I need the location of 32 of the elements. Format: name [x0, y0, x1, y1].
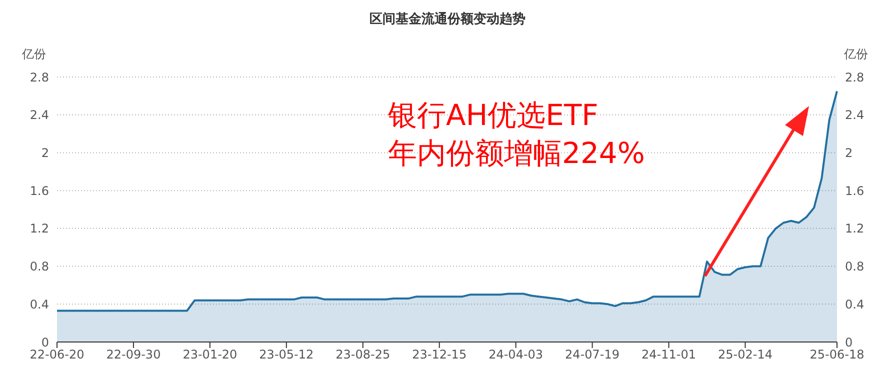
y-tick-label: 2.8 [30, 70, 49, 84]
y2-tick-label: 1.2 [845, 222, 864, 236]
y-tick-label: 2.4 [30, 108, 49, 122]
annotation: 银行AH优选ETF [388, 97, 600, 134]
y2-axis-title: 亿份 [844, 46, 868, 63]
y2-tick-label: 0 [845, 335, 853, 350]
chart-title: 区间基金流通份额变动趋势 [368, 10, 526, 28]
y-tick-label: 0.4 [30, 297, 49, 312]
x-tick-label: 22-09-30 [106, 348, 161, 362]
x-tick-label: 23-12-15 [412, 348, 467, 362]
x-tick-label: 24-11-01 [642, 348, 696, 362]
y-tick-label: 0 [41, 335, 49, 350]
x-tick-label: 24-04-03 [488, 348, 544, 362]
x-tick-label: 23-08-25 [336, 348, 390, 362]
y-tick-label: 1.6 [30, 184, 49, 198]
y2-tick-label: 2.4 [845, 108, 864, 122]
y2-tick-label: 2 [845, 146, 853, 160]
x-tick-label: 25-02-14 [718, 348, 772, 362]
x-tick-label: 24-07-19 [565, 348, 620, 362]
y-tick-label: 2 [41, 146, 49, 160]
y2-tick-label: 0.8 [845, 260, 864, 274]
x-tick-label: 23-05-12 [259, 348, 314, 362]
y-axis-title: 亿份 [22, 46, 46, 63]
y-tick-label: 0.8 [30, 260, 49, 274]
x-tick-label: 22-06-20 [30, 348, 84, 362]
y2-tick-label: 2.8 [845, 70, 864, 84]
y2-tick-label: 0.4 [845, 297, 864, 312]
y2-tick-label: 1.6 [845, 184, 864, 198]
x-tick-label: 25-06-18 [810, 348, 864, 362]
annotation: 年内份额增幅224% [388, 135, 645, 172]
x-tick-label: 23-01-20 [182, 348, 238, 362]
y-tick-label: 1.2 [30, 222, 49, 236]
